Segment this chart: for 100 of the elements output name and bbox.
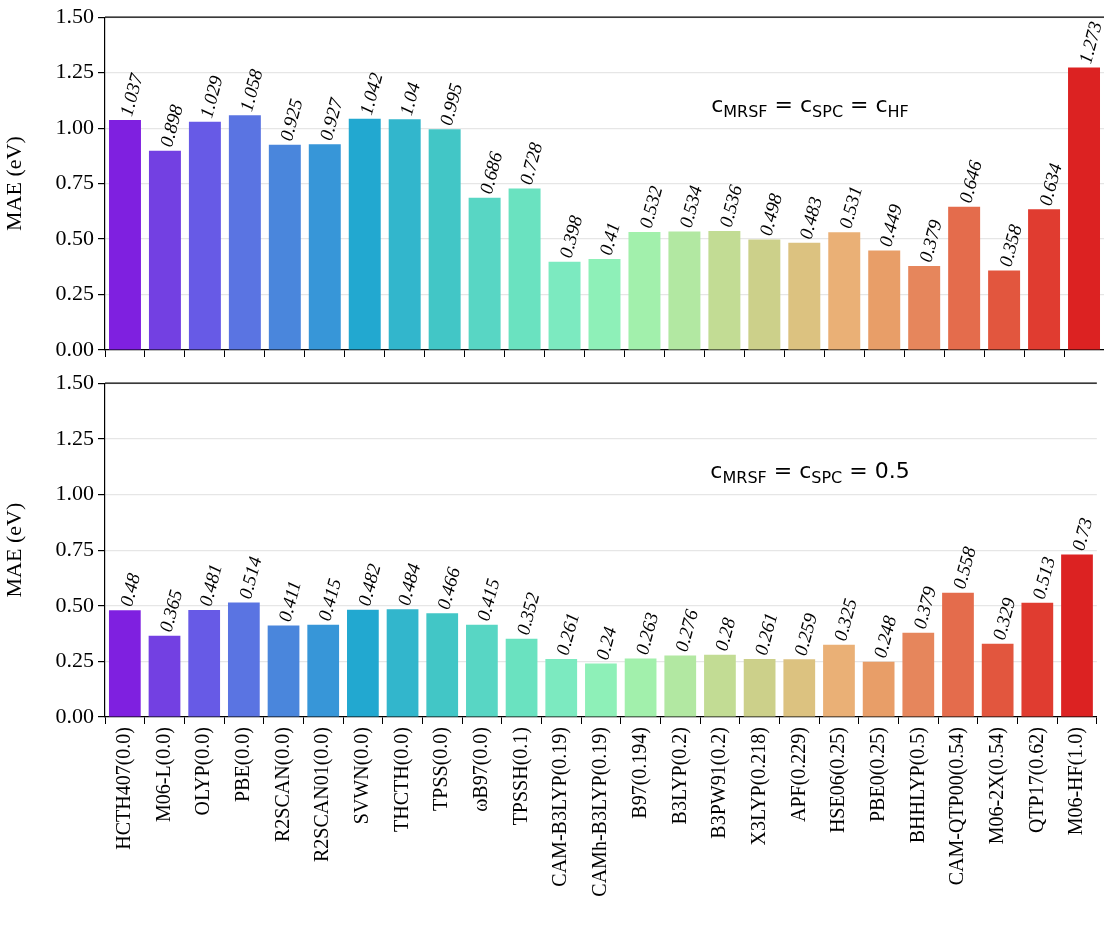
data-label: 0.466 [432,564,465,612]
bar [386,609,419,717]
bar [347,609,379,717]
annotation: c$_{MRSF}$ = c$_{SPC}$ = 0.5 [710,458,910,488]
data-label: 0.534 [674,182,707,230]
bar [988,270,1021,350]
data-label: 0.498 [754,190,787,238]
data-label: 0.536 [714,182,747,230]
bar [585,663,617,717]
y-tick-label: 0.50 [55,591,94,617]
bar [1021,602,1054,717]
bar [942,592,974,717]
bar [148,635,181,717]
x-tick-label: R2SCAN01(0.0) [310,727,334,863]
data-label: 0.514 [234,553,266,601]
data-label: 0.531 [834,183,867,231]
bar [307,624,340,717]
x-tick-label: OLYP(0.0) [191,727,215,816]
bar [908,265,941,350]
data-label: 0.634 [1034,160,1066,208]
bar [308,144,341,350]
bar [188,609,221,717]
bar [388,119,421,350]
x-tick-label: CAM-B3LYP(0.19) [548,727,572,887]
bar [109,119,141,350]
x-tick-label: M06-2X(0.54) [984,727,1008,845]
data-label: 0.276 [670,606,703,654]
bar [227,602,260,717]
data-label: 0.898 [155,101,187,150]
bar [868,250,901,350]
data-label: 0.728 [514,139,547,187]
x-tick-label: TPSS(0.0) [429,727,453,811]
data-label: 0.484 [392,560,425,608]
x-tick-label: HCTH407(0.0) [112,727,136,850]
bar [468,197,501,350]
bar [743,658,776,717]
data-label: 1.04 [395,79,425,118]
bar [545,658,578,717]
bar [948,206,981,350]
y-tick-label: 1.00 [55,113,94,139]
x-tick-label: THCTH(0.0) [389,727,413,832]
x-tick-label: PBE0(0.25) [865,727,889,822]
data-label: 0.995 [435,80,467,128]
y-tick-label: 0.75 [55,169,94,195]
data-label: 0.24 [591,623,621,662]
bar [628,231,661,350]
bar [981,643,1014,717]
bar [668,231,701,350]
bar [267,625,300,717]
data-label: 0.558 [948,543,980,592]
data-label: 1.042 [355,69,387,118]
bar [704,654,736,717]
y-tick-label: 0.25 [55,280,94,306]
bar [268,144,301,350]
y-axis-title: MAE (eV) [0,502,26,598]
data-label: 0.261 [551,610,583,658]
data-label: 0.449 [874,201,907,249]
x-tick-label: CAM-QTP00(0.54) [945,727,969,886]
data-label: 0.329 [988,594,1020,643]
data-label: 0.646 [954,157,987,205]
x-tick-label: R2SCAN(0.0) [270,727,294,843]
bar [1028,209,1061,350]
x-tick-label: QTP17(0.62) [1024,727,1048,834]
x-tick-label: B3PW91(0.2) [707,727,731,839]
data-label: 0.481 [194,561,226,609]
bar [228,115,261,350]
y-tick-label: 0.00 [55,335,94,361]
data-label: 0.48 [115,570,145,609]
data-label: 0.379 [908,583,941,631]
bar [823,644,855,717]
bar [1068,67,1100,350]
y-tick-label: 1.50 [55,368,94,394]
data-label: 0.358 [994,221,1026,269]
bar [588,259,621,350]
y-tick-label: 1.25 [55,58,94,84]
bar [624,658,657,717]
y-tick-label: 1.00 [55,480,94,506]
data-label: 0.513 [1027,554,1060,602]
y-tick-label: 0.00 [55,702,94,728]
data-label: 0.398 [554,212,587,261]
bar [788,242,821,350]
bar [505,638,538,717]
data-label: 0.259 [789,610,822,658]
bar [188,121,221,350]
data-label: 0.263 [631,610,663,657]
bar [466,624,498,717]
y-axis-title: MAE (eV) [0,136,26,231]
x-tick-label: B97(0.194) [627,727,651,819]
x-tick-label: PBE(0.0) [231,727,255,802]
bar [548,261,581,350]
y-tick-label: 0.75 [55,535,94,561]
data-label: 0.411 [273,578,305,624]
data-label: 1.058 [235,66,267,114]
data-label: 0.532 [634,183,667,231]
data-label: 0.365 [154,587,187,635]
data-label: 0.28 [710,614,740,654]
bar [783,659,816,717]
data-label: 0.41 [594,219,624,258]
y-tick-label: 1.25 [55,424,94,450]
bar [148,150,181,350]
